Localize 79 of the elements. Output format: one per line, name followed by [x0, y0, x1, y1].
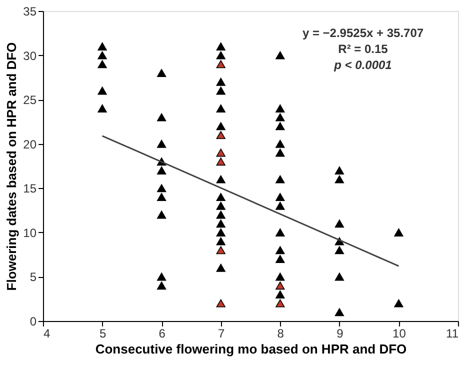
y-tick-label: 20 — [23, 137, 37, 152]
point — [394, 299, 404, 308]
y-tick-label: 35 — [23, 4, 37, 18]
point — [216, 264, 226, 272]
point — [216, 175, 226, 184]
point — [216, 228, 226, 236]
point — [216, 192, 226, 202]
point — [216, 299, 226, 308]
x-tick-label: 11 — [446, 326, 459, 340]
point — [276, 104, 285, 112]
point — [276, 140, 285, 148]
point — [216, 78, 226, 86]
x-tick-label: 4 — [44, 326, 50, 340]
point — [156, 210, 166, 219]
annotation: R² = 0.15 — [338, 42, 388, 56]
point — [216, 60, 226, 68]
point — [98, 86, 107, 95]
y-tick-label: 15 — [23, 182, 37, 196]
point — [216, 86, 226, 95]
point — [156, 140, 166, 148]
point — [276, 202, 285, 210]
point — [276, 192, 285, 202]
x-tick-label: 7 — [218, 326, 226, 340]
point — [156, 113, 166, 122]
point — [334, 272, 344, 281]
point — [276, 228, 285, 236]
y-tick-label: 0 — [30, 314, 37, 328]
point — [394, 228, 404, 236]
y-tick-label: 25 — [23, 93, 37, 108]
point — [98, 51, 107, 60]
point — [98, 42, 107, 50]
point — [216, 210, 226, 219]
point — [156, 68, 166, 78]
x-tick-label: 6 — [158, 326, 166, 340]
point — [276, 282, 285, 290]
x-tick-label: 10 — [392, 326, 406, 340]
point — [216, 51, 226, 60]
point — [216, 158, 226, 166]
point — [216, 246, 226, 254]
point — [216, 202, 226, 210]
point — [276, 148, 285, 157]
point — [216, 220, 226, 228]
y-tick-label: 10 — [23, 226, 37, 240]
point — [98, 60, 107, 68]
point — [276, 299, 285, 308]
point — [334, 308, 344, 316]
point — [216, 104, 226, 112]
point — [276, 254, 285, 264]
point — [156, 184, 166, 192]
point — [334, 175, 344, 184]
y-axis-title: Flowering dates based on HPR and DFO — [4, 42, 20, 291]
x-tick-label: 9 — [336, 326, 344, 340]
x-axis-title: Consecutive flowering mo based on HPR and DFO — [95, 342, 407, 356]
point — [276, 113, 285, 122]
point — [276, 122, 285, 130]
point — [276, 246, 285, 254]
point — [334, 166, 344, 174]
point — [334, 246, 344, 254]
y-tick-label: 30 — [23, 48, 37, 63]
point — [216, 148, 226, 157]
point — [156, 166, 166, 174]
point — [276, 51, 285, 60]
point — [216, 122, 226, 130]
point — [276, 175, 285, 184]
point — [98, 104, 107, 112]
point — [276, 272, 285, 281]
point — [156, 272, 166, 281]
y-tick-label: 5 — [30, 270, 37, 284]
annotation: y = −2.9525x + 35.707 — [302, 26, 424, 40]
point — [156, 282, 166, 290]
point — [334, 220, 344, 228]
x-tick-label: 8 — [277, 326, 284, 340]
point — [156, 192, 166, 202]
point — [276, 290, 285, 298]
x-tick-label: 5 — [99, 326, 106, 340]
point — [216, 42, 226, 50]
point — [216, 130, 226, 140]
point — [216, 237, 226, 246]
annotation: p < 0.0001 — [333, 58, 392, 72]
